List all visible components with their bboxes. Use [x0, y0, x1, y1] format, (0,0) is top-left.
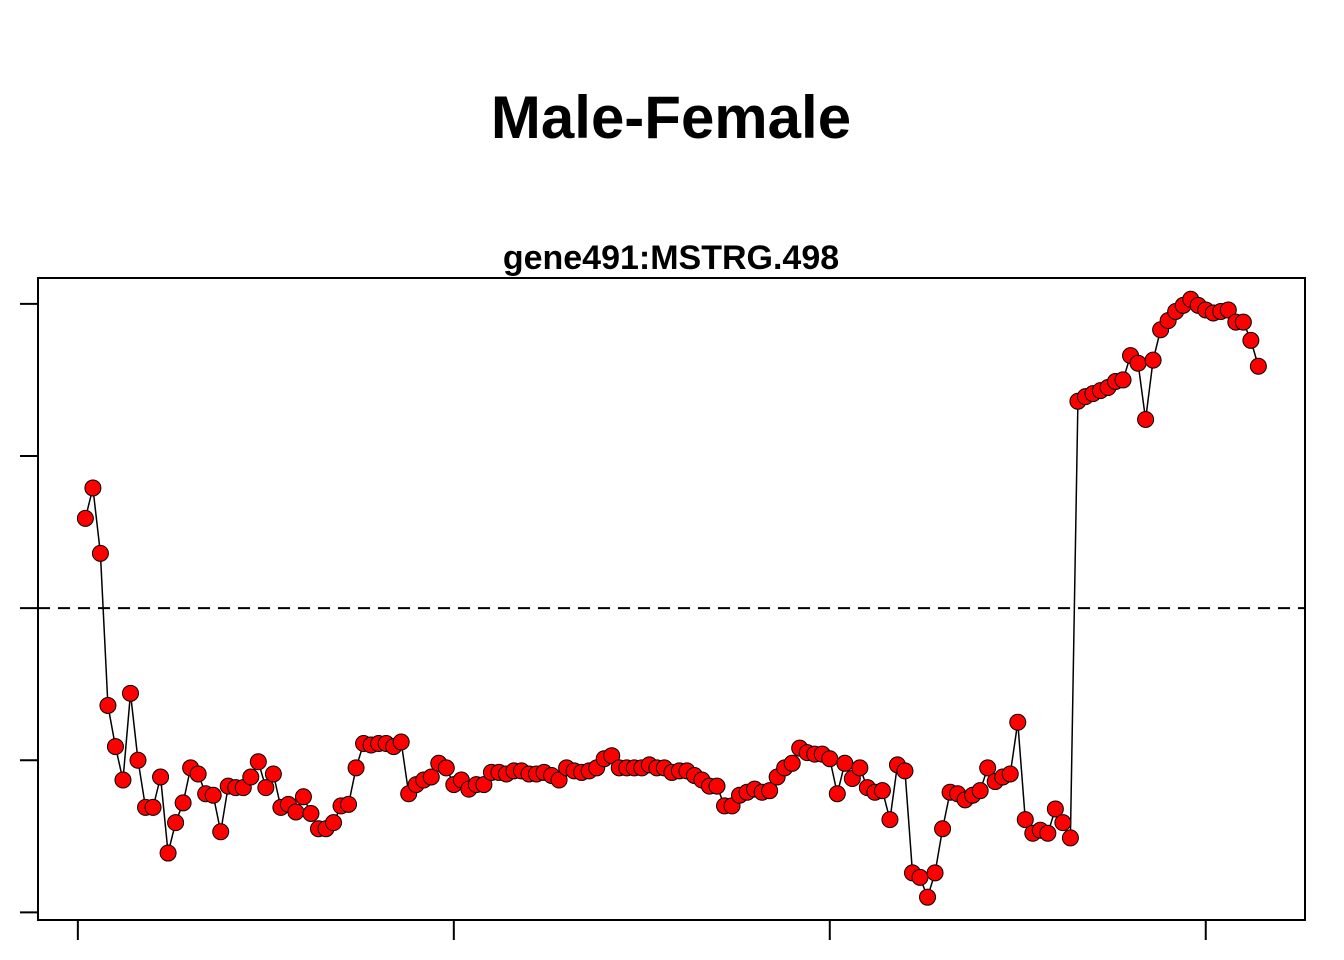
data-point: [159, 844, 177, 862]
data-point: [302, 805, 320, 823]
data-point: [873, 782, 891, 800]
data-point: [249, 753, 267, 771]
data-point: [174, 794, 192, 812]
data-point: [106, 738, 124, 756]
data-point: [783, 754, 801, 772]
data-point: [1016, 811, 1034, 829]
data-point: [911, 868, 929, 886]
data-point: [325, 814, 343, 832]
data-point: [347, 759, 365, 777]
data-point: [603, 747, 621, 765]
data-point: [475, 776, 493, 794]
data-point: [121, 684, 139, 702]
plot-frame: [37, 277, 1306, 921]
data-point: [896, 762, 914, 780]
data-point: [836, 754, 854, 772]
data-point: [851, 759, 869, 777]
data-point: [934, 820, 952, 838]
data-point: [91, 544, 109, 562]
data-point: [152, 768, 170, 786]
data-point: [1039, 824, 1057, 842]
data-point: [189, 765, 207, 783]
data-point: [392, 733, 410, 751]
data-point: [1001, 765, 1019, 783]
chart-subtitle: gene491:MSTRG.498: [503, 239, 839, 277]
data-point: [1061, 829, 1079, 847]
data-point: [979, 759, 997, 777]
data-point: [828, 785, 846, 803]
data-point: [1249, 357, 1267, 375]
data-point: [340, 795, 358, 813]
data-point: [212, 823, 230, 841]
data-point: [761, 782, 779, 800]
data-point: [708, 777, 726, 795]
data-point: [881, 811, 899, 829]
data-point: [144, 798, 162, 816]
data-point: [1114, 371, 1132, 389]
data-point: [1144, 351, 1162, 369]
data-point: [1242, 331, 1260, 349]
data-point: [1219, 301, 1237, 319]
data-point: [99, 696, 117, 714]
data-point: [926, 864, 944, 882]
data-point: [821, 750, 839, 768]
data-point: [1129, 354, 1147, 372]
data-point: [294, 788, 312, 806]
data-point: [971, 782, 989, 800]
data-point: [1234, 313, 1252, 331]
chart-title: Male-Female: [491, 84, 851, 151]
data-point: [1054, 814, 1072, 832]
data-point: [1137, 410, 1155, 428]
data-point: [167, 814, 185, 832]
data-point: [257, 779, 275, 797]
data-point: [550, 771, 568, 789]
data-point: [129, 751, 147, 769]
data-point: [919, 888, 937, 906]
data-point: [114, 771, 132, 789]
data-point: [76, 509, 94, 527]
data-point: [84, 479, 102, 497]
data-point: [1046, 800, 1064, 818]
data-point: [264, 765, 282, 783]
data-point: [422, 768, 440, 786]
data-point: [1009, 713, 1027, 731]
data-point: [204, 786, 222, 804]
data-point: [287, 803, 305, 821]
data-point: [437, 759, 455, 777]
data-point: [242, 768, 260, 786]
